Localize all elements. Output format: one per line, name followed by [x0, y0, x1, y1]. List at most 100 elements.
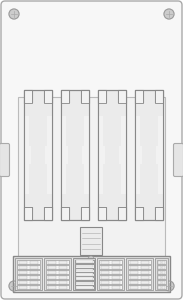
- Bar: [158, 271, 161, 274]
- Bar: [135, 207, 143, 220]
- Bar: [76, 269, 92, 272]
- Bar: [30, 276, 38, 278]
- Circle shape: [9, 281, 19, 291]
- Bar: [44, 90, 52, 103]
- Bar: [76, 273, 92, 276]
- Bar: [59, 276, 67, 278]
- Bar: [130, 281, 138, 284]
- Bar: [19, 281, 27, 284]
- Bar: [112, 271, 120, 274]
- Bar: [158, 281, 161, 284]
- Bar: [99, 280, 122, 284]
- Bar: [162, 261, 165, 263]
- Bar: [48, 261, 56, 263]
- Bar: [61, 207, 69, 220]
- Bar: [19, 271, 27, 274]
- Bar: [118, 207, 126, 220]
- Bar: [158, 116, 163, 194]
- Bar: [157, 285, 166, 289]
- Bar: [141, 271, 149, 274]
- Bar: [83, 116, 89, 194]
- Bar: [112, 286, 120, 289]
- Bar: [157, 275, 166, 279]
- Bar: [15, 258, 42, 290]
- Bar: [135, 116, 141, 194]
- Bar: [98, 90, 126, 220]
- Bar: [24, 90, 32, 103]
- Bar: [61, 116, 66, 194]
- Bar: [30, 286, 38, 289]
- Bar: [74, 268, 94, 272]
- Bar: [19, 286, 27, 289]
- Bar: [19, 266, 27, 268]
- Bar: [19, 261, 27, 263]
- Bar: [30, 271, 38, 274]
- Bar: [24, 194, 52, 207]
- Bar: [61, 90, 89, 220]
- Bar: [46, 260, 69, 264]
- Bar: [13, 256, 170, 292]
- Bar: [46, 265, 69, 269]
- Bar: [162, 281, 165, 284]
- Bar: [76, 278, 92, 280]
- Bar: [112, 261, 120, 263]
- Bar: [99, 275, 122, 279]
- Bar: [48, 271, 56, 274]
- Bar: [157, 280, 166, 284]
- Bar: [24, 207, 32, 220]
- Bar: [30, 281, 38, 284]
- Bar: [98, 207, 106, 220]
- Bar: [18, 97, 165, 265]
- Bar: [99, 265, 122, 269]
- Bar: [19, 276, 27, 278]
- Bar: [30, 261, 38, 263]
- Bar: [48, 281, 56, 284]
- Bar: [80, 227, 102, 255]
- Bar: [48, 266, 56, 268]
- Bar: [76, 282, 92, 284]
- Bar: [61, 194, 89, 207]
- Bar: [135, 90, 143, 103]
- Bar: [82, 146, 89, 164]
- Bar: [44, 90, 52, 103]
- Bar: [130, 261, 138, 263]
- Bar: [24, 116, 29, 194]
- Bar: [98, 90, 106, 103]
- Bar: [76, 265, 92, 267]
- Bar: [130, 266, 138, 268]
- Bar: [141, 261, 149, 263]
- Bar: [17, 280, 40, 284]
- Bar: [44, 207, 52, 220]
- Bar: [98, 90, 106, 103]
- Bar: [30, 266, 38, 268]
- Bar: [155, 207, 163, 220]
- Bar: [128, 280, 151, 284]
- Bar: [98, 146, 105, 164]
- Bar: [61, 90, 69, 103]
- Bar: [126, 258, 153, 290]
- Bar: [59, 271, 67, 274]
- Bar: [155, 258, 168, 290]
- Bar: [98, 116, 104, 194]
- Bar: [157, 260, 166, 264]
- Bar: [135, 146, 142, 164]
- Bar: [24, 90, 32, 103]
- Bar: [98, 207, 106, 220]
- Bar: [141, 281, 149, 284]
- Bar: [59, 286, 67, 289]
- Bar: [97, 258, 124, 290]
- Bar: [162, 271, 165, 274]
- Bar: [118, 90, 126, 103]
- Bar: [141, 266, 149, 268]
- Bar: [98, 90, 126, 220]
- Bar: [112, 276, 120, 278]
- Bar: [101, 276, 109, 278]
- Circle shape: [164, 281, 174, 291]
- Bar: [155, 207, 163, 220]
- Bar: [24, 146, 31, 164]
- Bar: [112, 266, 120, 268]
- Bar: [98, 103, 126, 116]
- Bar: [130, 271, 138, 274]
- Bar: [121, 116, 126, 194]
- Circle shape: [164, 9, 174, 19]
